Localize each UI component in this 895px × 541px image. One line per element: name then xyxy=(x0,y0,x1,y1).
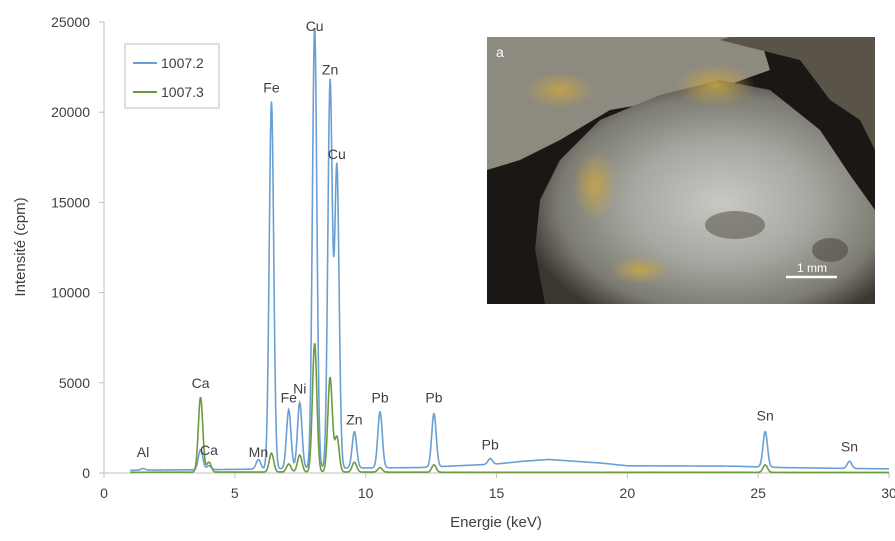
legend-label-1007-3: 1007.3 xyxy=(161,84,204,100)
peak-label: Fe xyxy=(281,390,298,406)
x-tick-label: 30 xyxy=(881,485,895,501)
y-tick-label: 10000 xyxy=(51,285,90,301)
legend: 1007.2 1007.3 xyxy=(124,43,220,109)
legend-box xyxy=(124,43,220,109)
x-tick-label: 5 xyxy=(231,485,239,501)
x-tick-label: 0 xyxy=(100,485,108,501)
scale-bar-label: 1 mm xyxy=(797,261,827,275)
y-tick-labels: 0 5000 10000 15000 20000 25000 xyxy=(51,14,104,481)
dark-hollow-2 xyxy=(812,238,848,262)
yellow-deposit-3 xyxy=(610,256,670,284)
series-line-1007-2 xyxy=(130,27,889,472)
yellow-deposit-1 xyxy=(573,150,617,220)
y-tick-label: 5000 xyxy=(59,375,90,391)
x-tick-labels: 0 5 10 15 20 25 30 xyxy=(100,473,895,501)
series-line-1007-3 xyxy=(130,343,889,474)
x-tick-label: 25 xyxy=(750,485,766,501)
rock-main xyxy=(535,80,875,304)
y-tick-label: 25000 xyxy=(51,14,90,30)
peak-label: Cu xyxy=(328,146,346,162)
x-tick-label: 10 xyxy=(358,485,374,501)
peak-label: Pb xyxy=(482,437,499,453)
y-tick-label: 0 xyxy=(82,465,90,481)
y-tick-label: 20000 xyxy=(51,104,90,120)
peak-label: Al xyxy=(137,444,149,460)
series-layer xyxy=(130,27,889,474)
axes: 0 5 10 15 20 25 30 0 5000 10000 15000 20000 25000 E… xyxy=(12,14,895,531)
peak-label: Pb xyxy=(371,390,388,406)
x-axis-title: Energie (keV) xyxy=(450,514,542,531)
peak-label: Pb xyxy=(425,390,442,406)
y-tick-label: 15000 xyxy=(51,194,90,210)
inset-photo: a 1 mm xyxy=(487,37,875,304)
peak-label: Zn xyxy=(322,61,338,77)
y-axis-title: Intensité (cpm) xyxy=(12,197,29,296)
x-tick-label: 20 xyxy=(620,485,636,501)
yellow-deposit-4 xyxy=(525,72,595,108)
x-tick-label: 15 xyxy=(489,485,505,501)
peak-label: Mn xyxy=(249,444,268,460)
peak-label: Sn xyxy=(757,408,774,424)
peak-label: Ca xyxy=(192,375,210,391)
rock-upper-right xyxy=(720,37,875,150)
peak-label: Cu xyxy=(306,18,324,34)
yellow-deposit-2 xyxy=(675,63,755,107)
peak-label: Fe xyxy=(263,79,280,95)
peak-label: Ca xyxy=(200,442,218,458)
dark-hollow xyxy=(705,211,765,239)
legend-label-1007-2: 1007.2 xyxy=(161,55,204,71)
inset-panel-label: a xyxy=(496,44,504,60)
peak-label: Zn xyxy=(346,411,362,427)
peak-label: Sn xyxy=(841,438,858,454)
peak-label: Ni xyxy=(293,381,306,397)
